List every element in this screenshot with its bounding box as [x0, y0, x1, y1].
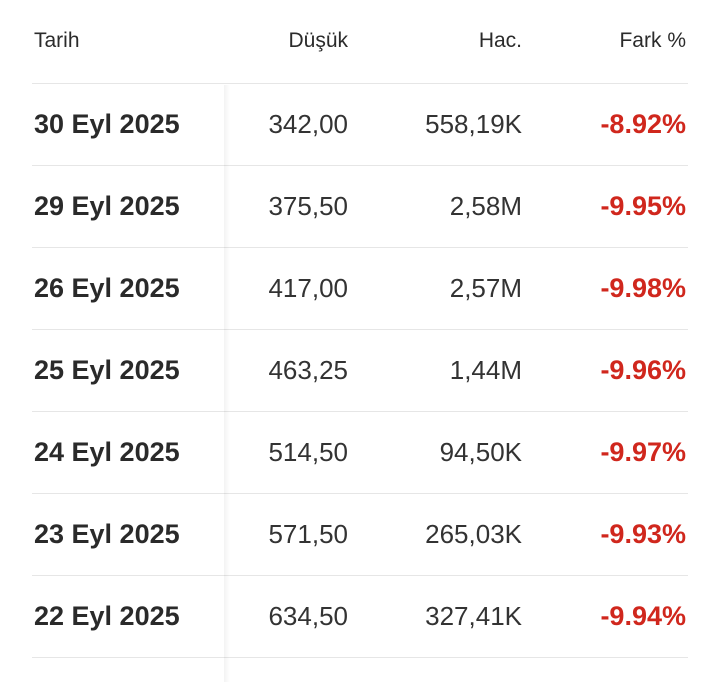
change-cell: -8.92%	[600, 109, 686, 139]
low-cell: 375,50	[268, 191, 348, 221]
header-date[interactable]: Tarih	[34, 28, 80, 52]
volume-cell: 265,03K	[425, 519, 522, 549]
historical-data-table: Tarih Düşük Hac. Fark % 30 Eyl 2025 342,…	[32, 0, 688, 658]
change-cell: -9.95%	[600, 191, 686, 221]
table-row: 29 Eyl 2025 375,50 2,58M -9.95%	[32, 166, 688, 248]
change-cell: -9.93%	[600, 519, 686, 549]
date-cell: 25 Eyl 2025	[34, 355, 180, 385]
volume-cell: 94,50K	[439, 437, 522, 467]
date-cell: 22 Eyl 2025	[34, 601, 180, 631]
date-cell: 24 Eyl 2025	[34, 437, 180, 467]
low-cell: 514,50	[268, 437, 348, 467]
table-header-row: Tarih Düşük Hac. Fark %	[32, 0, 688, 84]
header-change[interactable]: Fark %	[619, 28, 686, 52]
volume-cell: 327,41K	[425, 601, 522, 631]
low-cell: 417,00	[268, 273, 348, 303]
date-cell: 26 Eyl 2025	[34, 273, 180, 303]
change-cell: -9.94%	[600, 601, 686, 631]
volume-cell: 558,19K	[425, 109, 522, 139]
table-row: 30 Eyl 2025 342,00 558,19K -8.92%	[32, 84, 688, 166]
table-row: 25 Eyl 2025 463,25 1,44M -9.96%	[32, 330, 688, 412]
table-row: 24 Eyl 2025 514,50 94,50K -9.97%	[32, 412, 688, 494]
volume-cell: 2,57M	[449, 273, 522, 303]
change-cell: -9.96%	[600, 355, 686, 385]
table-row: 23 Eyl 2025 571,50 265,03K -9.93%	[32, 494, 688, 576]
volume-cell: 2,58M	[449, 191, 522, 221]
date-cell: 30 Eyl 2025	[34, 109, 180, 139]
change-cell: -9.98%	[600, 273, 686, 303]
table-row: 22 Eyl 2025 634,50 327,41K -9.94%	[32, 576, 688, 658]
header-low[interactable]: Düşük	[288, 28, 348, 52]
date-cell: 23 Eyl 2025	[34, 519, 180, 549]
volume-cell: 1,44M	[449, 355, 522, 385]
change-cell: -9.97%	[600, 437, 686, 467]
low-cell: 634,50	[268, 601, 348, 631]
sticky-column-shadow	[224, 85, 230, 682]
header-volume[interactable]: Hac.	[478, 28, 522, 52]
low-cell: 342,00	[268, 109, 348, 139]
low-cell: 463,25	[268, 355, 348, 385]
table-row: 26 Eyl 2025 417,00 2,57M -9.98%	[32, 248, 688, 330]
date-cell: 29 Eyl 2025	[34, 191, 180, 221]
low-cell: 571,50	[268, 519, 348, 549]
